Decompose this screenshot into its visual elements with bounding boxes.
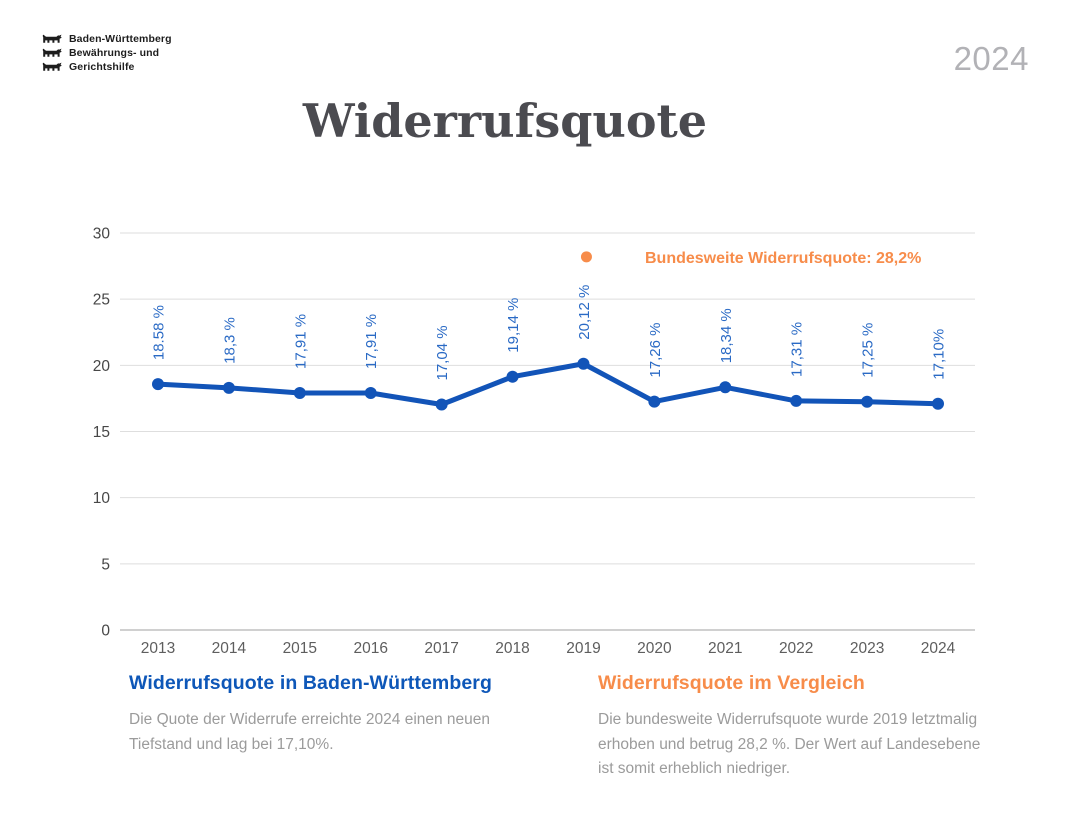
- data-point-label: 18.58 %: [151, 305, 168, 360]
- x-tick-label: 2016: [353, 640, 387, 657]
- x-tick-label: 2018: [495, 640, 529, 657]
- data-point: [364, 386, 377, 399]
- logo-text-line: Baden-Württemberg: [69, 32, 172, 45]
- section-body: Die Quote der Widerrufe erreichte 2024 e…: [129, 711, 491, 753]
- data-point-label: 17,26 %: [647, 323, 664, 378]
- x-tick-label: 2015: [283, 640, 317, 657]
- data-point-label: 20,12 %: [576, 285, 593, 340]
- data-point: [648, 395, 661, 408]
- data-point: [293, 386, 306, 399]
- data-point-label: 17,91 %: [363, 314, 380, 369]
- data-point: [932, 397, 944, 410]
- data-point: [719, 381, 732, 394]
- data-point: [222, 381, 235, 394]
- data-point-label: 18,3 %: [221, 317, 238, 364]
- data-point: [861, 395, 874, 408]
- y-tick-label: 0: [101, 623, 110, 640]
- reference-legend-label: Bundesweite Widerrufsquote: 28,2%: [645, 250, 921, 267]
- data-point-label: 19,14 %: [505, 298, 522, 353]
- section-vergleich: Widerrufsquote im Vergleich Die bundeswe…: [598, 672, 990, 782]
- logo-text-line: Bewährungs- und: [69, 46, 160, 59]
- bw-lion-icon: [42, 48, 62, 57]
- data-point: [577, 357, 590, 370]
- bw-lion-icon: [42, 34, 62, 43]
- y-tick-label: 25: [93, 292, 110, 309]
- section-heading: Widerrufsquote im Vergleich: [598, 672, 865, 694]
- section-heading: Widerrufsquote in Baden-Württemberg: [129, 672, 492, 694]
- x-tick-label: 2014: [212, 640, 247, 657]
- data-point-label: 17,91 %: [292, 314, 309, 369]
- data-point: [152, 378, 164, 391]
- data-point-label: 17,10%: [931, 329, 948, 380]
- y-tick-label: 30: [93, 226, 111, 243]
- y-tick-label: 15: [93, 424, 110, 441]
- y-tick-label: 5: [101, 556, 110, 573]
- x-tick-label: 2013: [141, 640, 175, 657]
- data-point-label: 18,34 %: [718, 308, 735, 363]
- data-point: [506, 370, 519, 383]
- data-point: [790, 394, 803, 407]
- x-tick-label: 2024: [921, 640, 956, 657]
- x-tick-label: 2021: [708, 640, 742, 657]
- logo-row: Bewährungs- und: [42, 46, 172, 59]
- page-title: Widerrufsquote: [302, 94, 708, 148]
- year-badge: 2024: [953, 40, 1029, 77]
- reference-dot: [580, 251, 592, 263]
- data-point-label: 17,31 %: [789, 322, 806, 377]
- data-point-label: 17,04 %: [434, 325, 451, 380]
- y-tick-label: 10: [93, 490, 111, 507]
- data-point-label: 17,25 %: [860, 323, 877, 378]
- section-body: Die bundesweite Widerrufsquote wurde 201…: [598, 711, 981, 777]
- bw-logo: Baden-Württemberg Bewährungs- und Gerich…: [42, 32, 172, 73]
- x-tick-label: 2022: [779, 640, 813, 657]
- data-line: [155, 361, 941, 408]
- y-tick-label: 20: [93, 358, 111, 375]
- x-tick-label: 2017: [424, 640, 458, 657]
- bw-lion-icon: [42, 62, 62, 71]
- section-baden-wuerttemberg: Widerrufsquote in Baden-Württemberg Die …: [129, 672, 521, 757]
- data-point: [435, 398, 448, 411]
- x-tick-label: 2019: [566, 640, 600, 657]
- x-tick-label: 2023: [850, 640, 884, 657]
- line-chart: 0 5 10 15 20 25 30 2013 2014 2015 2016 2017 2018 2019…: [93, 226, 975, 657]
- logo-text-line: Gerichtshilfe: [69, 60, 135, 73]
- logo-row: Gerichtshilfe: [42, 60, 172, 73]
- logo-row: Baden-Württemberg: [42, 32, 172, 45]
- x-tick-label: 2020: [637, 640, 672, 657]
